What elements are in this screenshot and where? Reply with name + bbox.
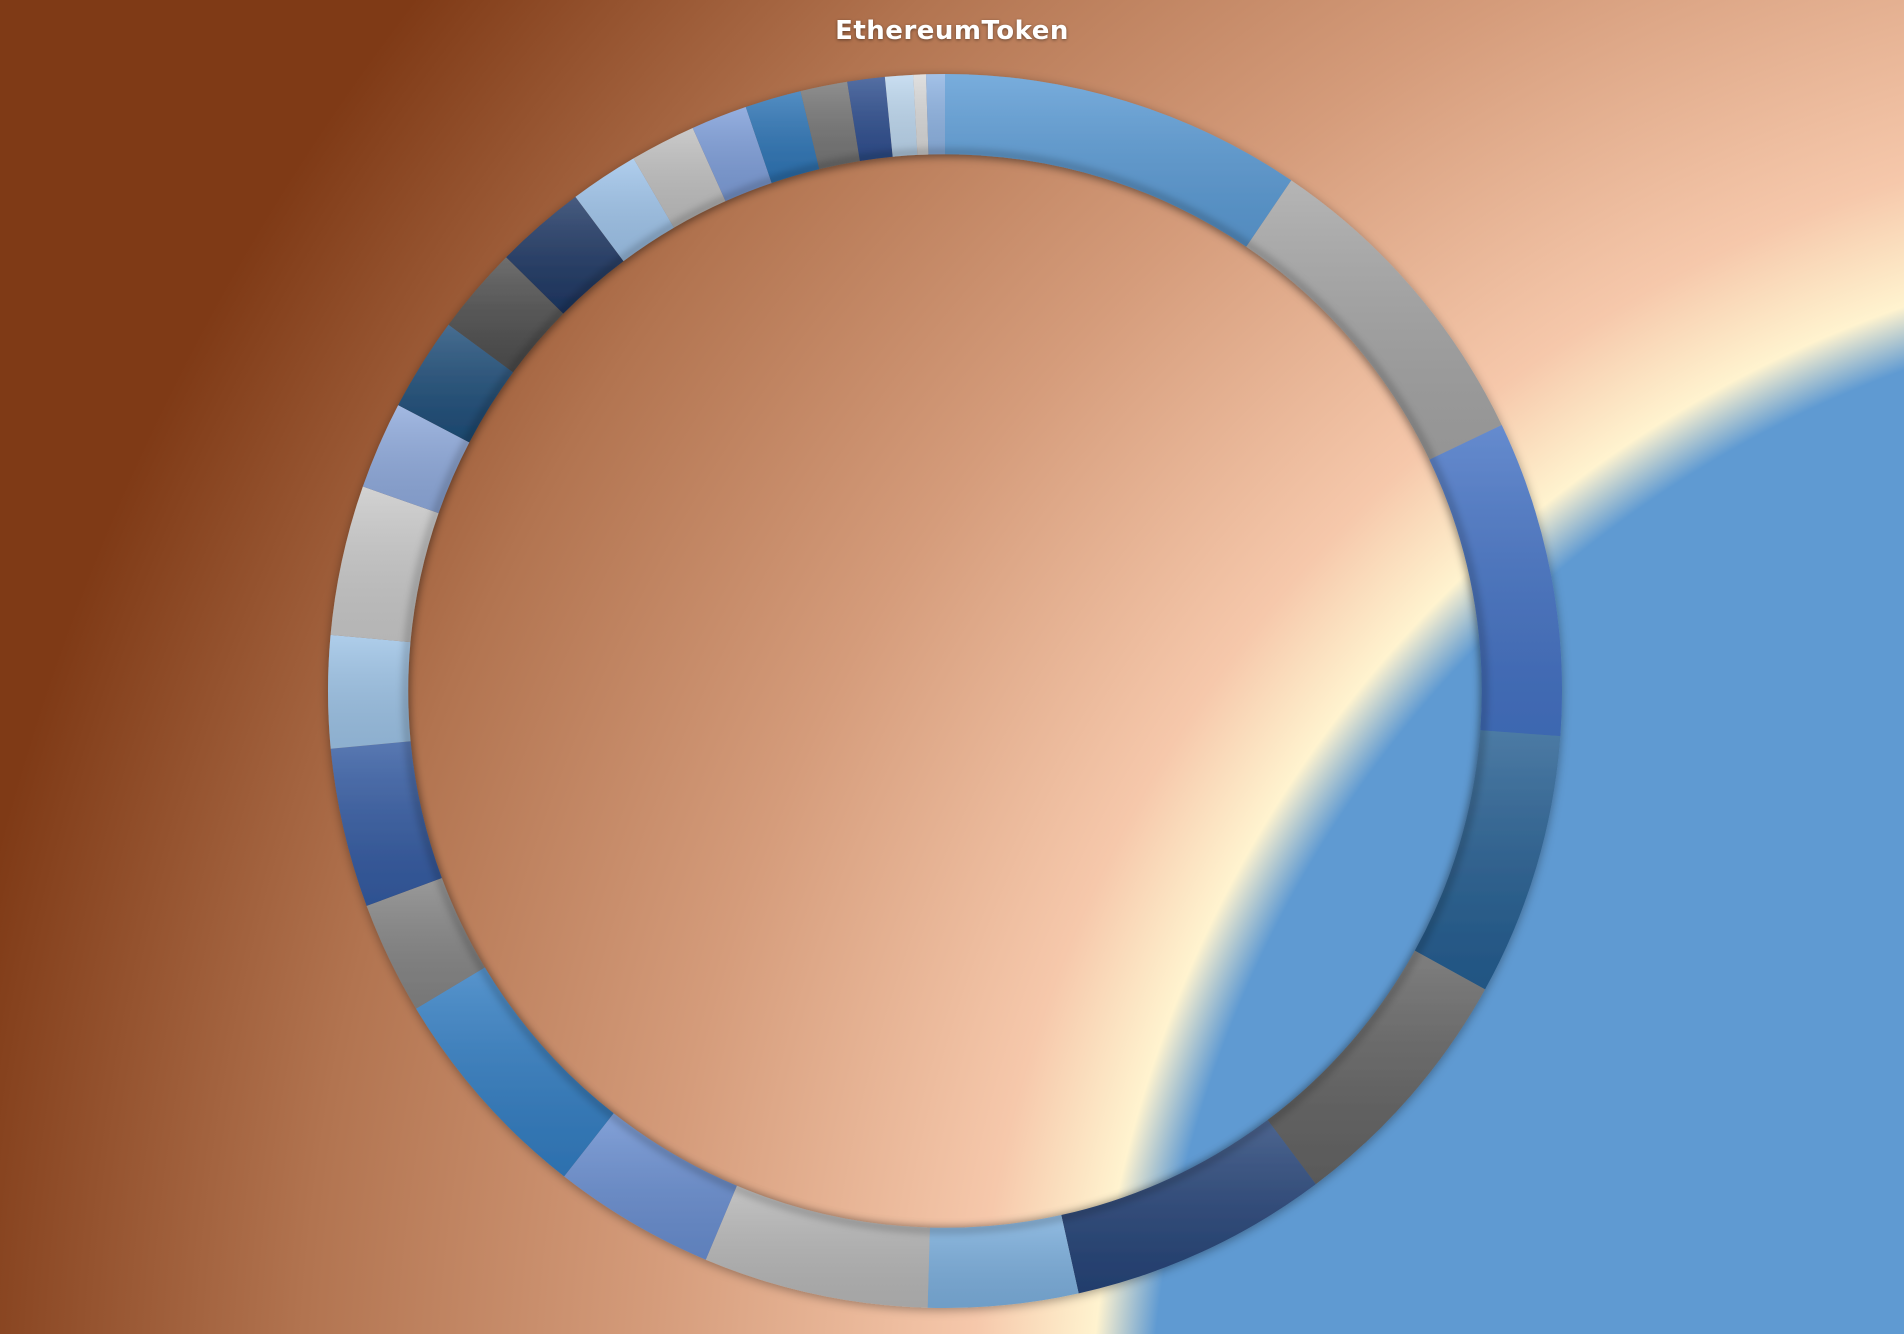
- donut-slices: [328, 74, 1562, 1308]
- donut-slice-shade-13: [328, 635, 411, 749]
- donut-slice-shade-10: [416, 967, 614, 1176]
- donut-slice-shade-1: [945, 74, 1291, 247]
- donut-slice-shade-3: [1429, 425, 1562, 736]
- donut-hole-edge: [406, 152, 1484, 1230]
- donut-slice-shade-27: [926, 74, 945, 154]
- donut-slice-shade-8: [706, 1186, 930, 1308]
- donut-slice-shade-4: [1415, 730, 1561, 989]
- donut-slice-shade-5: [1268, 951, 1485, 1185]
- donut-slice-shade-2: [1246, 180, 1501, 459]
